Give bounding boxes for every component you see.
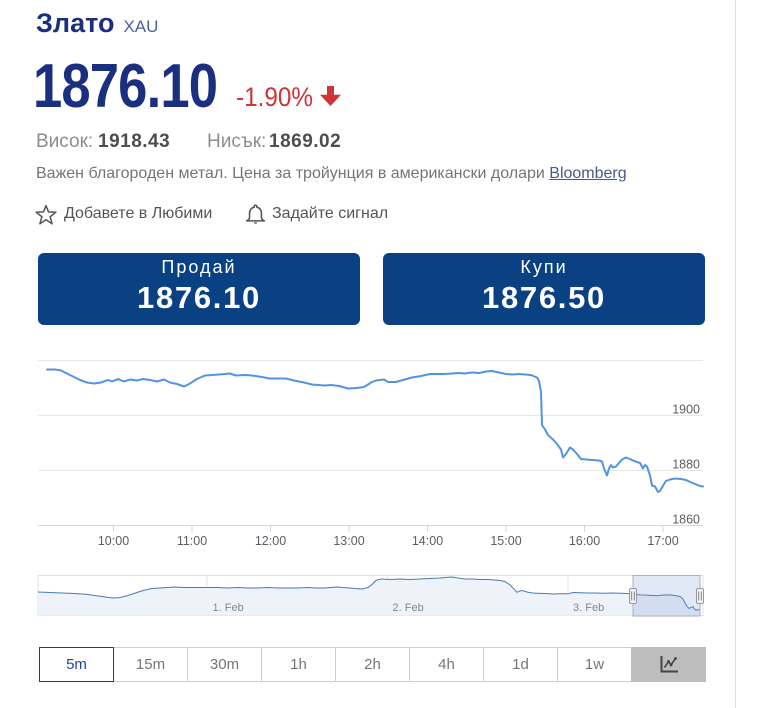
svg-text:15:00: 15:00 (490, 534, 521, 548)
svg-text:16:00: 16:00 (569, 534, 600, 548)
svg-text:14:00: 14:00 (412, 534, 443, 548)
svg-text:12:00: 12:00 (255, 534, 286, 548)
svg-text:1880: 1880 (672, 458, 700, 472)
svg-text:1860: 1860 (672, 513, 700, 527)
svg-text:1900: 1900 (672, 403, 700, 417)
svg-text:2. Feb: 2. Feb (393, 602, 424, 614)
svg-text:3. Feb: 3. Feb (573, 602, 604, 614)
svg-text:17:00: 17:00 (647, 534, 678, 548)
svg-text:10:00: 10:00 (98, 534, 129, 548)
svg-text:13:00: 13:00 (333, 534, 364, 548)
svg-text:11:00: 11:00 (177, 534, 207, 548)
svg-text:1. Feb: 1. Feb (213, 602, 244, 614)
